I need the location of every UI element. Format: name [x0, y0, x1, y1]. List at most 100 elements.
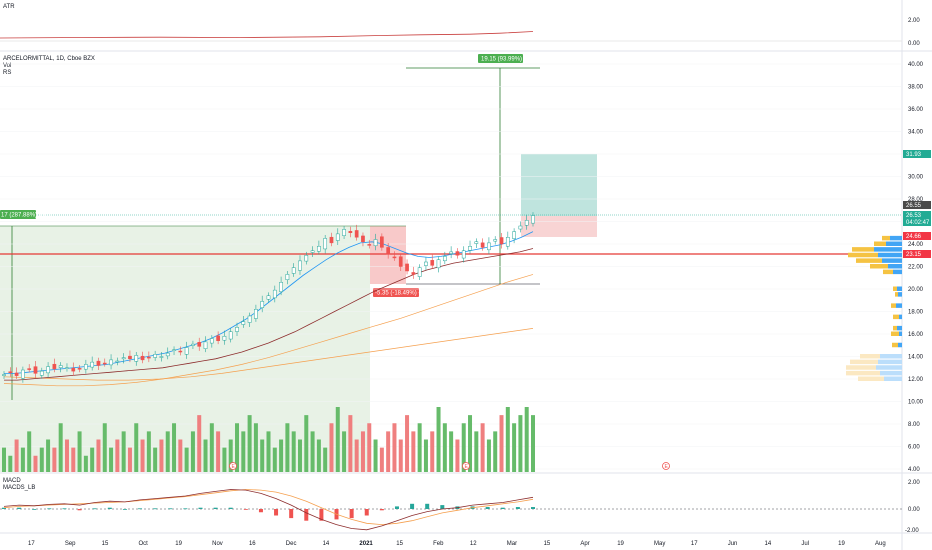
candle-body-38	[241, 321, 246, 325]
candle-body-33	[209, 338, 214, 344]
candle-body-52	[329, 236, 334, 244]
candle-body-44	[279, 282, 283, 292]
time-label-23: Aug	[875, 541, 886, 547]
volume-bar-6	[39, 447, 44, 472]
price-tick-16: 8.00	[908, 422, 920, 428]
macd-hist-17	[258, 509, 263, 513]
earnings-marker-3[interactable]: E	[662, 462, 670, 471]
candle-body-17	[109, 359, 113, 366]
profile-sell-9	[896, 303, 902, 308]
profile-buy-17	[846, 370, 880, 376]
candle-body-59	[373, 239, 378, 247]
candle-body-29	[184, 347, 189, 355]
volume-bar-28	[178, 439, 183, 472]
profile-sell-16	[876, 365, 902, 370]
price-tag-text-0: 31.93	[906, 152, 922, 158]
volume-bar-10	[64, 439, 69, 472]
time-label-4: 19	[175, 541, 182, 547]
volume-bar-3	[20, 447, 25, 472]
candle-body-62	[392, 256, 397, 259]
volume-bar-37	[235, 423, 240, 472]
price-tag-text-2: 26.53	[906, 213, 922, 219]
macd-hist-20	[304, 509, 309, 521]
volume-bar-35	[222, 447, 227, 472]
macd-hist-1	[17, 507, 22, 509]
candle-body-40	[254, 309, 258, 319]
candle-body-27	[172, 349, 176, 351]
price-tick-18: 4.00	[908, 467, 920, 473]
profile-buy-10	[893, 314, 899, 320]
candle-body-70	[442, 256, 447, 262]
macd-hist-25	[379, 509, 384, 511]
price-tick-13: 14.00	[908, 355, 924, 361]
time-label-13: Mar	[507, 541, 517, 547]
price-tick-17: 6.00	[908, 445, 920, 451]
candle-body-18	[115, 360, 120, 363]
profile-buy-5	[870, 264, 888, 269]
volume-bar-7	[46, 439, 51, 472]
volume-bar-77	[486, 439, 491, 472]
ma-200-line	[3, 274, 534, 387]
volume-bar-39	[247, 415, 252, 472]
candle-body-8	[52, 363, 57, 370]
profile-sell-3	[878, 252, 902, 258]
volume-bar-82	[518, 415, 523, 472]
price-tag-bg-3	[903, 218, 931, 226]
volume-bar-61	[386, 431, 391, 472]
volume-bar-15	[96, 439, 101, 472]
candle-body-78	[493, 239, 498, 242]
volume-bar-43	[272, 447, 277, 472]
macd-hist-8	[122, 509, 127, 510]
volume-bar-19	[121, 431, 126, 472]
candle-body-71	[449, 251, 453, 254]
candle-body-77	[487, 242, 491, 251]
earnings-marker-2[interactable]: E	[462, 462, 470, 471]
profile-buy-12	[891, 331, 899, 336]
volume-bar-8	[52, 447, 57, 472]
volume-bar-53	[335, 407, 340, 472]
candle-body-74	[468, 246, 472, 251]
macd-hist-21	[319, 509, 324, 521]
candle-body-48	[304, 255, 309, 262]
volume-bar-50	[316, 439, 321, 472]
candle-body-21	[134, 355, 139, 362]
time-label-15: Apr	[580, 541, 589, 547]
macd-hist-16	[243, 509, 248, 510]
candle-body-35	[222, 336, 227, 341]
profile-sell-13	[898, 342, 902, 348]
candle-body-34	[216, 335, 220, 342]
volume-bar-51	[323, 447, 328, 472]
candle-body-37	[235, 327, 239, 332]
time-label-5: Nov	[212, 541, 223, 547]
volume-bar-76	[480, 423, 485, 472]
macd-hist-13	[198, 507, 203, 509]
volume-bar-2	[14, 439, 19, 472]
volume-bar-14	[90, 447, 95, 472]
volume-bar-1	[8, 455, 13, 472]
price-tag-bg-1	[903, 201, 931, 209]
candle-body-42	[266, 295, 271, 300]
volume-bar-4	[27, 431, 32, 472]
time-label-12: 12	[470, 541, 477, 547]
macd-hist-7	[107, 507, 112, 509]
profile-sell-11	[897, 325, 902, 331]
candle-body-45	[285, 274, 290, 280]
macd-line	[3, 489, 534, 531]
price-tag-bg-4	[903, 232, 931, 240]
profile-buy-0	[882, 235, 890, 241]
profile-sell-15	[878, 359, 902, 365]
candle-body-31	[197, 342, 202, 347]
earnings-marker-1[interactable]: E	[229, 462, 237, 471]
volume-bar-69	[436, 407, 441, 472]
macd-tick-neg2: -2.00	[905, 528, 919, 534]
volume-bar-73	[461, 423, 466, 472]
volume-bar-27	[172, 423, 177, 472]
macd-hist-35	[531, 507, 535, 509]
time-label-2: 15	[102, 541, 109, 547]
candle-body-5	[33, 366, 38, 374]
volume-bar-57	[360, 431, 365, 472]
profile-buy-13	[892, 342, 898, 348]
time-label-6: 16	[249, 541, 256, 547]
candle-body-26	[165, 352, 170, 357]
